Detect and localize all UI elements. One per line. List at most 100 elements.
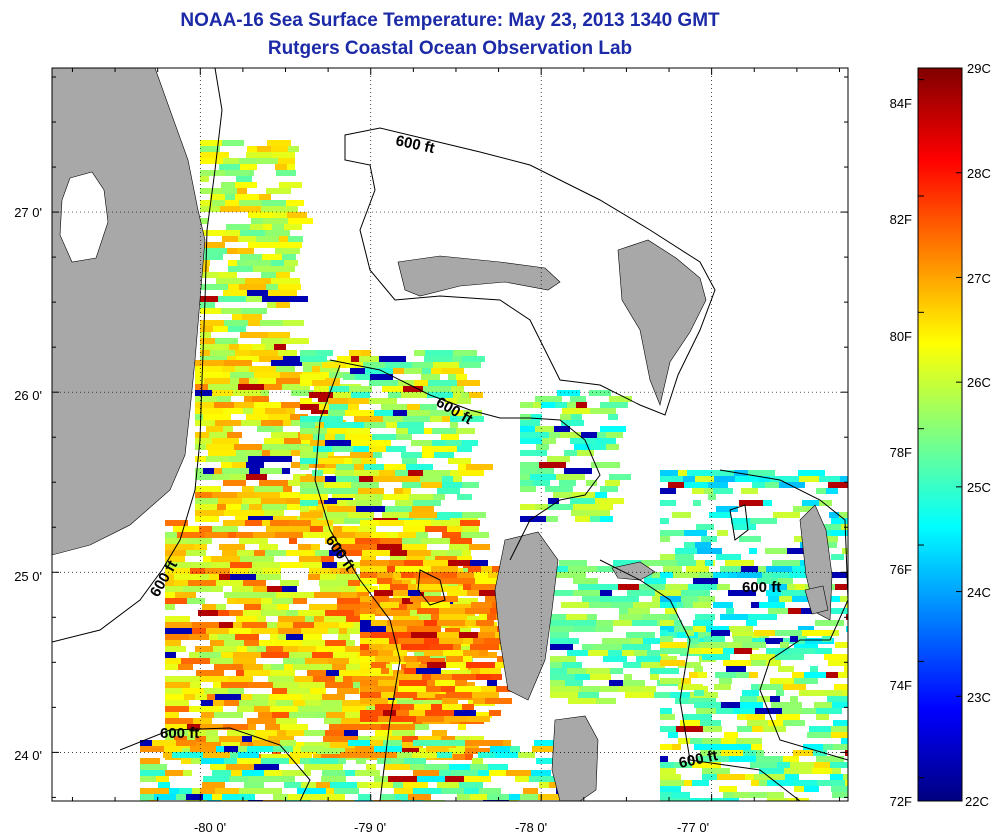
sst-pixel	[448, 560, 470, 566]
sst-pixel	[200, 248, 227, 254]
sst-pixel	[574, 444, 590, 450]
sst-pixel	[719, 786, 737, 792]
x-tick-label: -79 0'	[354, 820, 386, 835]
sst-pixel	[465, 754, 473, 760]
sst-pixel	[190, 746, 216, 752]
sst-pixel	[723, 648, 734, 654]
sst-pixel	[442, 704, 462, 710]
sst-pixel	[239, 200, 262, 206]
sst-pixel	[223, 480, 246, 486]
sst-pixel	[550, 572, 570, 578]
sst-pixel	[769, 584, 787, 590]
sst-pixel	[417, 608, 439, 614]
sst-pixel	[190, 568, 205, 574]
sst-pixel	[261, 610, 278, 616]
sst-pixel	[345, 646, 365, 652]
sst-pixel	[320, 586, 337, 592]
sst-pixel	[320, 574, 336, 580]
sst-pixel	[431, 566, 458, 572]
sst-pixel	[185, 562, 211, 568]
lake-okeechobee	[59, 171, 109, 263]
sst-pixel	[811, 476, 819, 482]
sst-pixel	[298, 706, 323, 712]
grid-lines	[52, 68, 848, 801]
sst-pixel	[248, 724, 256, 730]
sst-pixel	[732, 632, 759, 638]
sst-pixel	[314, 622, 339, 628]
sst-pixel	[330, 568, 340, 574]
sst-pixel	[747, 720, 768, 726]
sst-pixel	[723, 792, 733, 798]
sst-pixel	[412, 506, 434, 512]
sst-pixel	[520, 516, 546, 522]
sst-pixel	[549, 782, 558, 788]
sst-pixel	[642, 614, 670, 620]
sst-pixel	[484, 638, 509, 644]
sst-pixel	[371, 620, 387, 626]
sst-pixel	[300, 374, 325, 380]
sst-pixel	[391, 716, 402, 722]
sst-pixel	[223, 426, 233, 432]
sst-pixel	[236, 598, 261, 604]
sst-pixel	[520, 794, 538, 800]
sst-pixel	[458, 464, 466, 470]
sst-pixel	[694, 666, 703, 672]
sst-pixel	[705, 560, 713, 566]
sst-pixel	[221, 182, 235, 188]
sst-pixel	[377, 572, 393, 578]
sst-pixel	[198, 610, 218, 616]
sst-pixel	[249, 468, 260, 474]
sst-pixel	[419, 616, 433, 622]
sst-pixel	[411, 440, 432, 446]
sst-pixel	[304, 730, 325, 736]
sst-pixel	[599, 504, 613, 510]
sst-pixel	[660, 632, 677, 638]
sst-pixel	[729, 626, 753, 632]
sst-pixel	[613, 560, 641, 566]
sst-pixel	[363, 362, 385, 368]
sst-pixel	[314, 386, 329, 392]
sst-pixel	[783, 756, 799, 762]
sst-pixel	[416, 668, 441, 674]
sst-pixel	[759, 476, 770, 482]
sst-pixel	[781, 590, 794, 596]
sst-pixel	[252, 396, 269, 402]
sst-pixel	[195, 694, 207, 700]
sst-pixel	[324, 422, 353, 428]
sst-pixel	[437, 578, 448, 584]
sst-pixel	[332, 492, 355, 498]
sst-pixel	[165, 700, 189, 706]
sst-pixel	[589, 602, 611, 608]
sst-pixel	[453, 350, 477, 356]
sst-pixel	[322, 362, 346, 368]
sst-pixel	[358, 488, 384, 494]
sst-pixel	[212, 474, 230, 480]
sst-pixel	[648, 602, 663, 608]
sst-pixel	[693, 626, 706, 632]
sst-pixel	[329, 550, 342, 556]
sst-pixel	[278, 628, 301, 634]
sst-pixel	[277, 604, 289, 610]
sst-pixel	[497, 656, 506, 662]
sst-pixel	[660, 726, 676, 732]
sst-pixel	[264, 384, 282, 390]
sst-pixel	[454, 710, 476, 716]
sst-pixel	[520, 426, 535, 432]
sst-pixel	[293, 746, 301, 752]
sst-pixel	[790, 696, 798, 702]
sst-pixel	[717, 774, 745, 780]
sst-pixel	[264, 510, 284, 516]
sst-pixel	[203, 556, 211, 562]
sst-pixel	[262, 200, 286, 206]
sst-pixel	[186, 538, 212, 544]
sst-pixel	[261, 272, 276, 278]
andros-south	[551, 715, 599, 801]
sst-pixel	[388, 580, 402, 586]
sst-pixel	[520, 462, 539, 468]
sst-pixel	[214, 712, 243, 718]
sst-pixel	[240, 556, 251, 562]
sst-pixel	[249, 366, 276, 372]
sst-pixel	[506, 770, 531, 776]
sst-pixel	[268, 700, 276, 706]
sst-pixel	[546, 516, 558, 522]
